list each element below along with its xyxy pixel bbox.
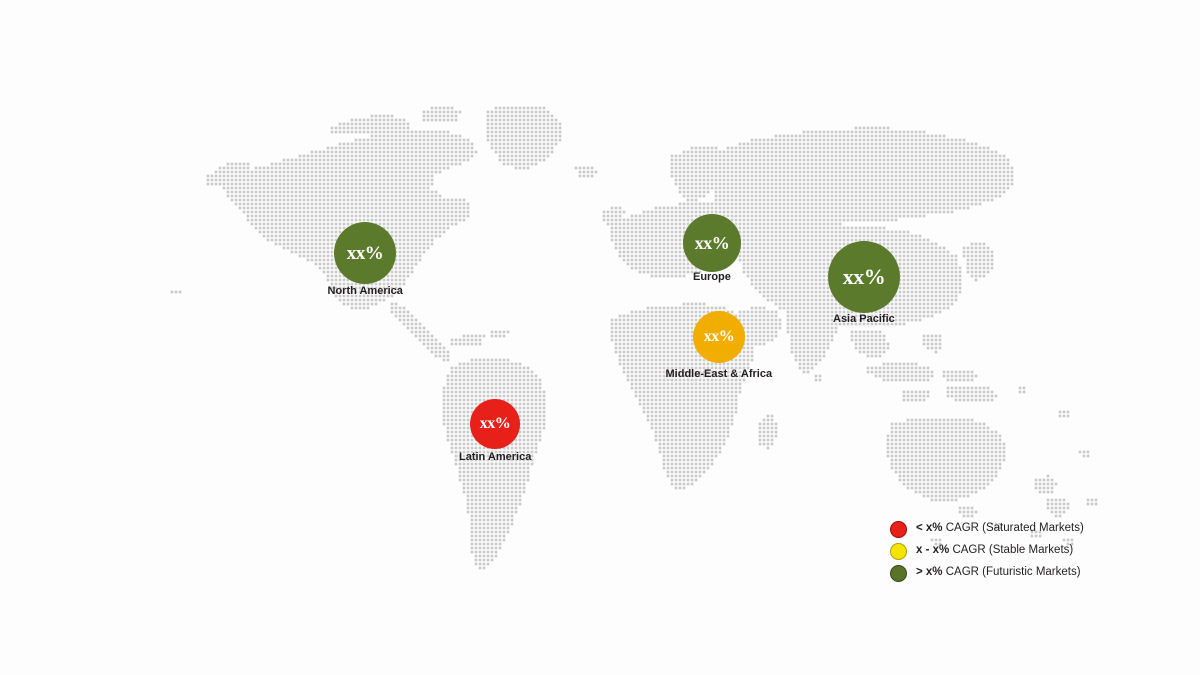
legend-dot-futuristic-icon [890,564,907,582]
legend-desc-saturated: CAGR (Saturated Markets) [942,522,1084,535]
legend-dot-stable-icon [890,542,907,560]
region-value-north-america: xx% [346,242,384,264]
region-bubble-latin-america[interactable]: xx% [470,399,520,449]
region-value-middle-east-africa: xx% [703,328,735,345]
legend-range-stable: x - x% [916,544,950,557]
region-value-latin-america: xx% [479,415,511,432]
legend-label-futuristic: > x% CAGR (Futuristic Markets) [916,567,1081,579]
legend-range-futuristic: > x% [916,566,943,579]
region-label-asia-pacific: Asia Pacific [833,313,895,325]
legend: < x% CAGR (Saturated Markets) x - x% CAGR… [890,518,1090,584]
legend-label-saturated: < x% CAGR (Saturated Markets) [916,523,1084,535]
legend-label-stable: x - x% CAGR (Stable Markets) [916,545,1073,557]
legend-item-saturated[interactable]: < x% CAGR (Saturated Markets) [890,518,1090,540]
legend-range-saturated: < x% [916,522,943,535]
region-label-europe: Europe [693,271,731,283]
legend-desc-futuristic: CAGR (Futuristic Markets) [942,566,1081,579]
legend-item-futuristic[interactable]: > x% CAGR (Futuristic Markets) [890,562,1090,584]
region-bubble-asia-pacific[interactable]: xx% [828,241,900,313]
region-bubble-middle-east-africa[interactable]: xx% [693,311,745,363]
legend-dot-saturated-icon [890,520,907,538]
legend-item-stable[interactable]: x - x% CAGR (Stable Markets) [890,540,1090,562]
region-value-europe: xx% [694,233,730,253]
region-bubble-north-america[interactable]: xx% [334,222,396,284]
region-label-middle-east-africa: Middle-East & Africa [665,368,773,380]
region-label-north-america: North America [327,285,403,297]
legend-desc-stable: CAGR (Stable Markets) [949,544,1074,557]
region-label-latin-america: Latin America [459,451,532,463]
region-value-asia-pacific: xx% [842,264,886,289]
region-bubble-europe[interactable]: xx% [683,214,741,272]
